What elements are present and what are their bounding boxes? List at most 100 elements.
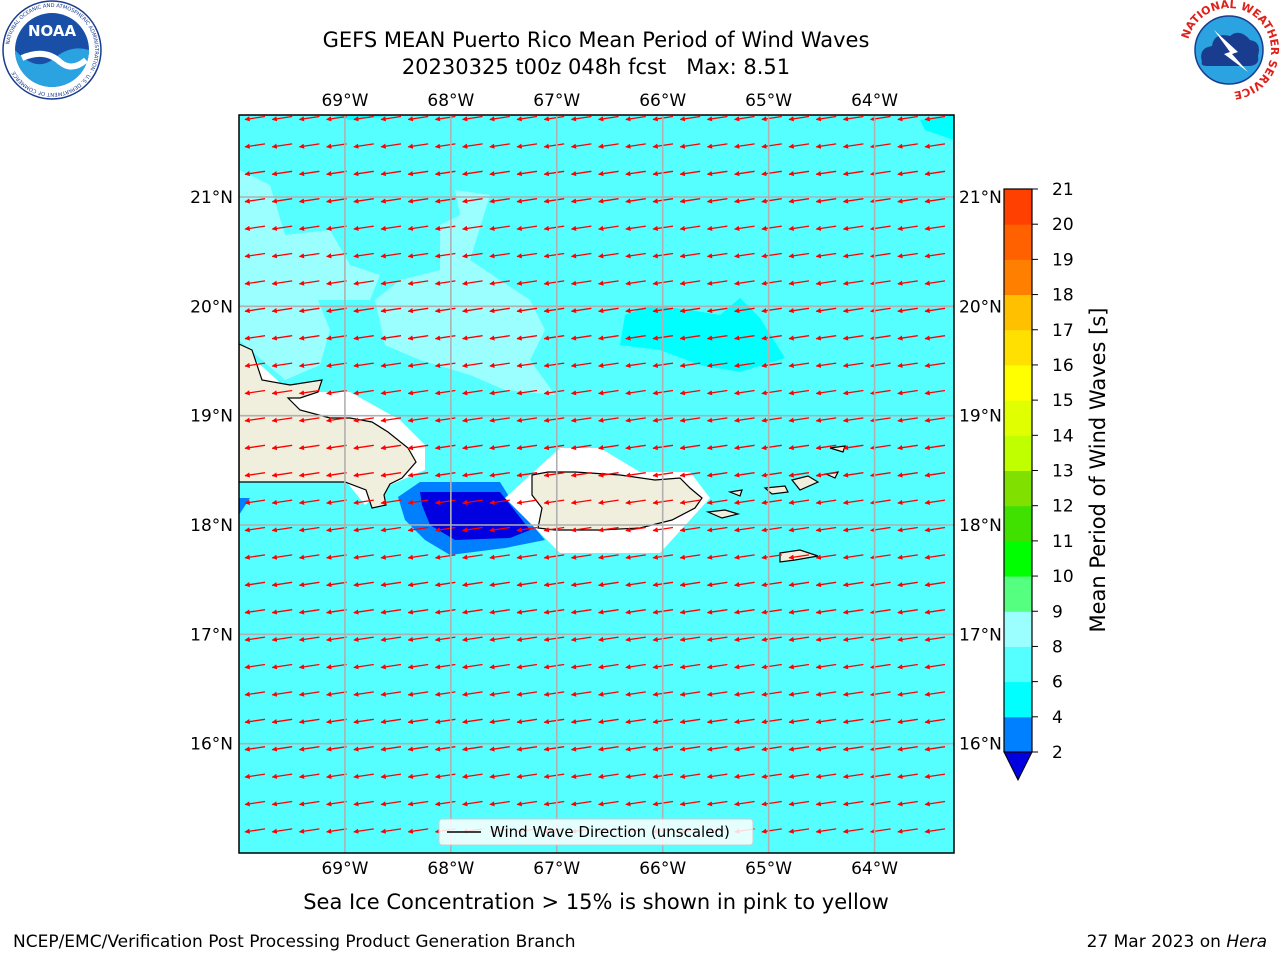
wind-wave-arrow — [815, 718, 837, 725]
wind-wave-arrow — [407, 746, 429, 752]
wind-wave-arrow — [271, 773, 293, 779]
wind-wave-arrow — [842, 115, 864, 122]
wind-wave-arrow — [706, 280, 728, 286]
wind-wave-arrow — [924, 609, 946, 615]
colorbar-segment — [1004, 505, 1032, 542]
wind-wave-arrow — [326, 389, 347, 396]
wind-wave-arrow — [244, 691, 266, 697]
wind-wave-arrow — [842, 554, 864, 560]
colorbar-segment — [1004, 716, 1032, 753]
wind-wave-arrow — [434, 691, 456, 697]
wind-wave-arrow — [570, 472, 592, 478]
wind-wave-arrow — [598, 307, 619, 314]
wind-wave-arrow — [761, 225, 782, 231]
wind-wave-arrow — [897, 526, 918, 533]
wind-wave-arrow — [924, 389, 946, 396]
wind-wave-arrow — [788, 362, 810, 368]
wind-wave-arrow — [598, 444, 619, 451]
wind-wave-arrow — [353, 526, 374, 533]
map-legend: Wind Wave Direction (unscaled) — [438, 818, 754, 846]
wind-wave-arrow — [516, 362, 538, 368]
wind-wave-arrow — [842, 609, 864, 615]
wind-wave-arrow — [625, 609, 646, 615]
wind-wave-arrow — [543, 691, 565, 697]
wind-wave-arrow — [706, 335, 728, 341]
wind-wave-arrow — [897, 581, 918, 588]
wind-wave-arrow — [407, 362, 429, 368]
wind-wave-arrow — [271, 335, 293, 341]
wind-wave-arrow — [244, 444, 266, 451]
wind-wave-arrow — [380, 170, 402, 177]
wind-wave-arrow — [598, 773, 619, 779]
wind-wave-arrow — [244, 225, 266, 231]
wind-wave-arrow — [842, 389, 864, 396]
wind-wave-arrow — [489, 636, 510, 642]
wind-wave-arrow — [897, 472, 918, 478]
wind-wave-arrow — [761, 280, 782, 286]
wind-wave-arrow — [815, 773, 837, 779]
wind-wave-arrow — [625, 746, 646, 752]
wind-wave-arrow — [434, 143, 456, 149]
wind-wave-arrow — [516, 335, 538, 341]
wind-wave-arrow — [380, 691, 402, 697]
wind-wave-arrow — [761, 663, 782, 670]
wind-wave-arrow — [815, 115, 837, 122]
wind-wave-arrow — [326, 335, 347, 341]
wind-wave-arrow — [271, 280, 293, 286]
wind-wave-arrow — [570, 636, 592, 642]
wind-wave-arrow — [815, 335, 837, 341]
wind-wave-arrow — [842, 170, 864, 177]
wind-wave-arrow — [842, 718, 864, 725]
wind-wave-arrow — [298, 773, 320, 779]
wind-wave-arrow — [788, 417, 810, 423]
wind-wave-arrow — [897, 280, 918, 286]
wind-wave-arrow — [489, 554, 510, 560]
wind-wave-arrow — [706, 198, 728, 204]
lat-label-right: 18°N — [959, 516, 1002, 536]
wind-wave-arrow — [570, 307, 592, 314]
wind-wave-arrow — [380, 718, 402, 725]
wind-wave-arrow — [625, 691, 646, 697]
wind-wave-arrow — [706, 609, 728, 615]
wind-wave-arrow — [788, 198, 810, 204]
wind-wave-arrow — [516, 746, 538, 752]
wind-wave-arrow — [734, 389, 755, 396]
wind-wave-arrow — [462, 198, 483, 204]
wind-wave-arrow — [271, 417, 293, 423]
wind-wave-arrow — [815, 472, 837, 478]
wind-wave-arrow — [897, 609, 918, 615]
wind-wave-arrow — [842, 143, 864, 149]
colorbar-segment — [1004, 611, 1032, 647]
wind-wave-arrow — [788, 389, 810, 396]
wind-wave-arrow — [734, 444, 755, 451]
wind-wave-arrow — [897, 115, 918, 122]
wind-wave-arrow — [734, 170, 755, 177]
lat-label-left: 19°N — [190, 407, 233, 427]
wind-wave-arrow — [543, 663, 565, 670]
wind-wave-arrow — [543, 581, 565, 588]
wind-wave-arrow — [298, 800, 320, 807]
wind-wave-arrow — [706, 800, 728, 807]
wind-wave-arrow — [298, 609, 320, 615]
wind-wave-arrow — [788, 225, 810, 231]
wind-wave-arrow — [625, 389, 646, 396]
wind-wave-arrow — [298, 362, 320, 368]
wind-wave-arrow — [489, 362, 510, 368]
wind-wave-arrow — [924, 115, 946, 122]
legend-label: Wind Wave Direction (unscaled) — [490, 823, 730, 841]
wind-wave-arrow — [788, 581, 810, 588]
wind-wave-arrow — [706, 170, 728, 177]
wind-wave-arrow — [598, 691, 619, 697]
wind-wave-arrow — [271, 554, 293, 560]
wind-wave-arrow — [815, 362, 837, 368]
wind-wave-arrow — [298, 746, 320, 752]
colorbar-segment — [1004, 364, 1032, 401]
wind-wave-arrow — [326, 609, 347, 615]
wind-wave-arrow — [516, 581, 538, 588]
wind-wave-arrow — [489, 800, 510, 807]
wind-wave-arrow — [462, 746, 483, 752]
wind-wave-arrow — [625, 307, 646, 314]
wind-wave-arrow — [353, 307, 374, 314]
wind-wave-arrow — [842, 828, 864, 834]
colorbar-tick-label: 20 — [1052, 215, 1074, 235]
